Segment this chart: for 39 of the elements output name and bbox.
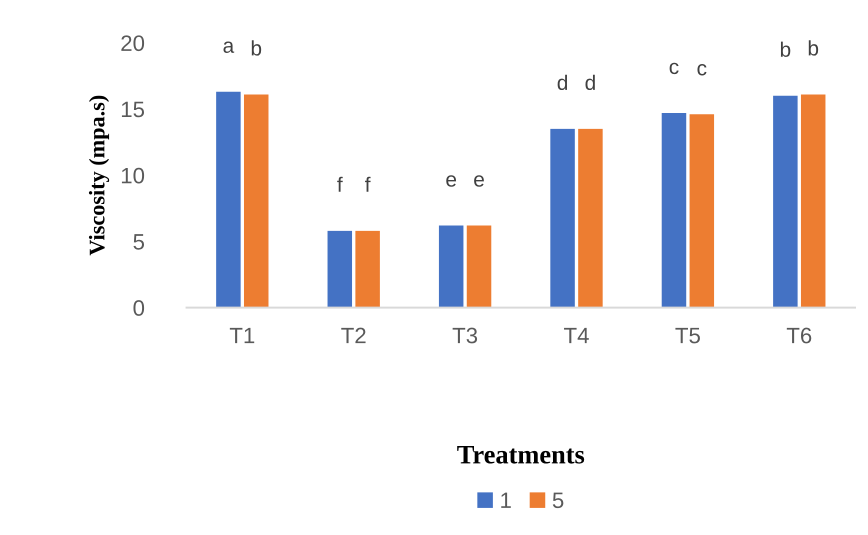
- data-label: c: [697, 64, 706, 76]
- y-tick-label: 10: [122, 168, 144, 184]
- data-label: b: [808, 40, 818, 56]
- x-tick-label: T2: [341, 328, 366, 344]
- bar: [773, 96, 798, 308]
- bar: [216, 92, 241, 308]
- data-label: d: [586, 74, 595, 90]
- y-tick-label: 0: [133, 300, 144, 316]
- data-label: a: [223, 42, 234, 53]
- data-label: b: [780, 42, 790, 57]
- x-axis-title: Treatments: [457, 446, 584, 464]
- y-tick-label: 20: [121, 35, 144, 52]
- x-tick-label: T3: [452, 328, 478, 344]
- x-tick-label: T1: [230, 328, 254, 344]
- data-label: e: [446, 175, 456, 187]
- bar: [438, 226, 464, 308]
- bar: [466, 226, 492, 308]
- bar: [550, 128, 575, 308]
- data-label: b: [252, 40, 262, 56]
- bar: [244, 94, 268, 308]
- data-label: f: [365, 176, 371, 192]
- bar: [578, 128, 603, 308]
- x-tick-label: T5: [675, 328, 700, 344]
- y-tick-label: 15: [122, 102, 144, 118]
- data-label: c: [670, 62, 679, 74]
- data-label: e: [474, 175, 484, 187]
- legend-label: 1: [501, 492, 511, 508]
- bar: [800, 94, 826, 308]
- bar: [328, 230, 352, 308]
- bar: [662, 112, 686, 308]
- legend-label: 5: [552, 492, 564, 508]
- bar: [690, 114, 714, 308]
- data-label: f: [337, 176, 343, 192]
- x-tick-label: T6: [786, 328, 812, 344]
- x-tick-label: T4: [564, 328, 589, 344]
- y-axis-title: Viscosity (mpa.s): [88, 96, 110, 256]
- bar: [355, 230, 380, 308]
- data-label: d: [558, 74, 568, 90]
- y-tick-label: 5: [133, 234, 144, 250]
